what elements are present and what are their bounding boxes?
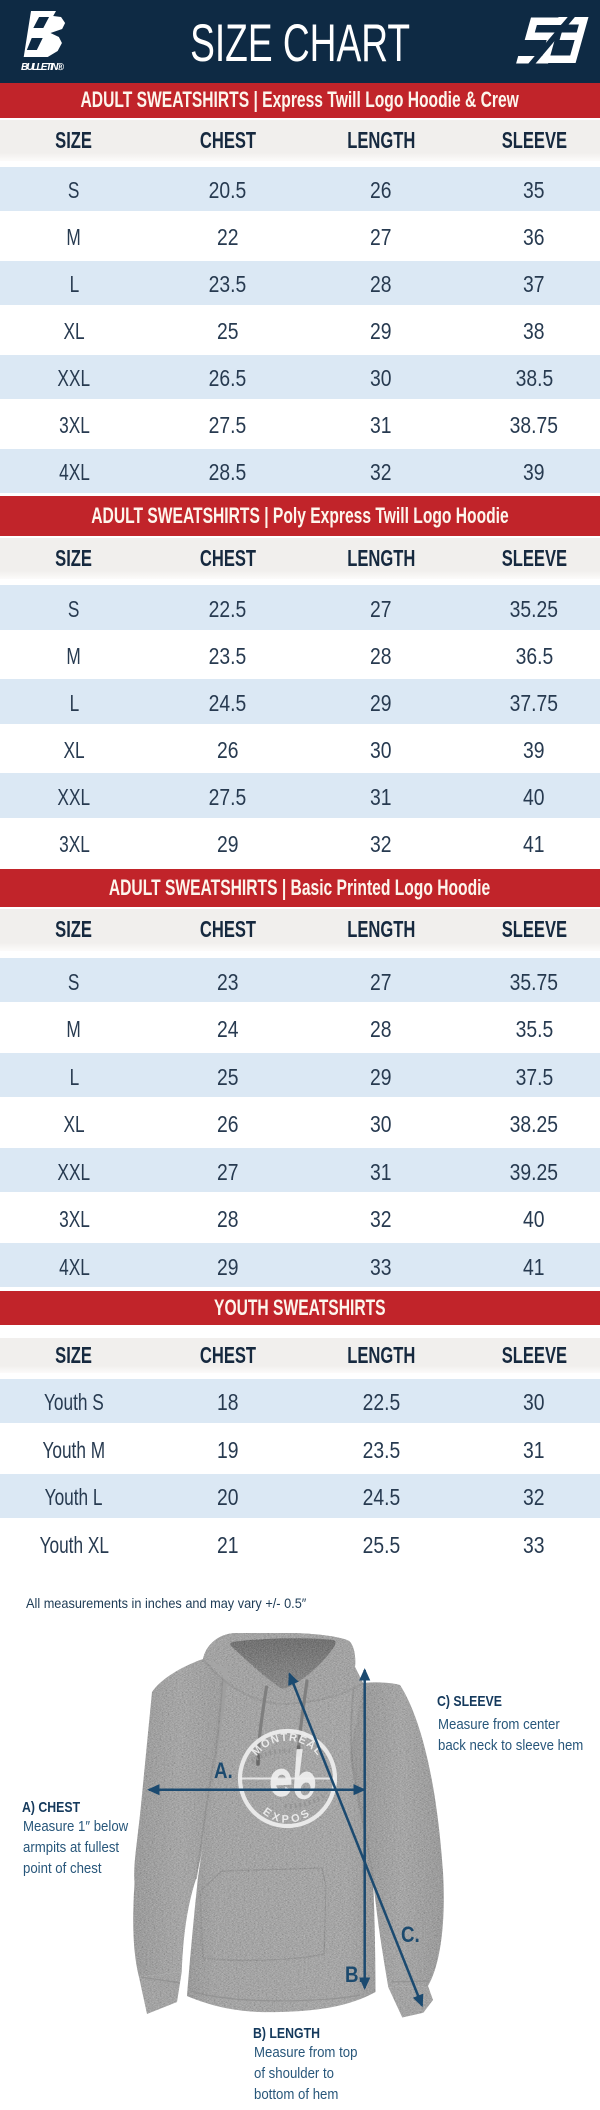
svg-text:BULLETIN®: BULLETIN® (21, 62, 65, 73)
